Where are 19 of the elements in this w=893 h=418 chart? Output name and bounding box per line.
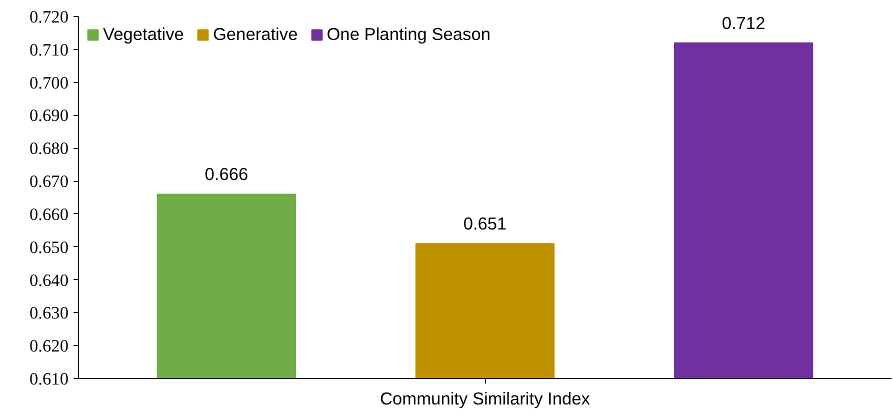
data-label: 0.712 [722, 12, 766, 33]
y-tick-label: 0.650 [30, 238, 69, 257]
data-label: 0.666 [204, 164, 248, 184]
legend-label: Vegetative [103, 24, 184, 45]
data-label: 0.651 [463, 214, 507, 234]
y-tick-label: 0.710 [30, 40, 69, 60]
y-tick-label: 0.690 [30, 106, 69, 126]
y-tick-label: 0.640 [30, 270, 69, 290]
y-tick-label: 0.670 [30, 172, 69, 192]
y-tick-label: 0.680 [30, 139, 69, 158]
y-tick-label: 0.610 [30, 370, 69, 388]
x-tick-label: Community Similarity Index [380, 388, 590, 408]
y-tick-label: 0.720 [30, 8, 69, 26]
legend-label: One Planting Season [326, 24, 490, 45]
y-tick-label: 0.700 [30, 73, 69, 92]
y-tick-label: 0.630 [30, 304, 69, 323]
y-tick-label: 0.660 [30, 204, 69, 224]
legend-label: Generative [212, 24, 298, 45]
y-tick-label: 0.620 [30, 336, 69, 356]
